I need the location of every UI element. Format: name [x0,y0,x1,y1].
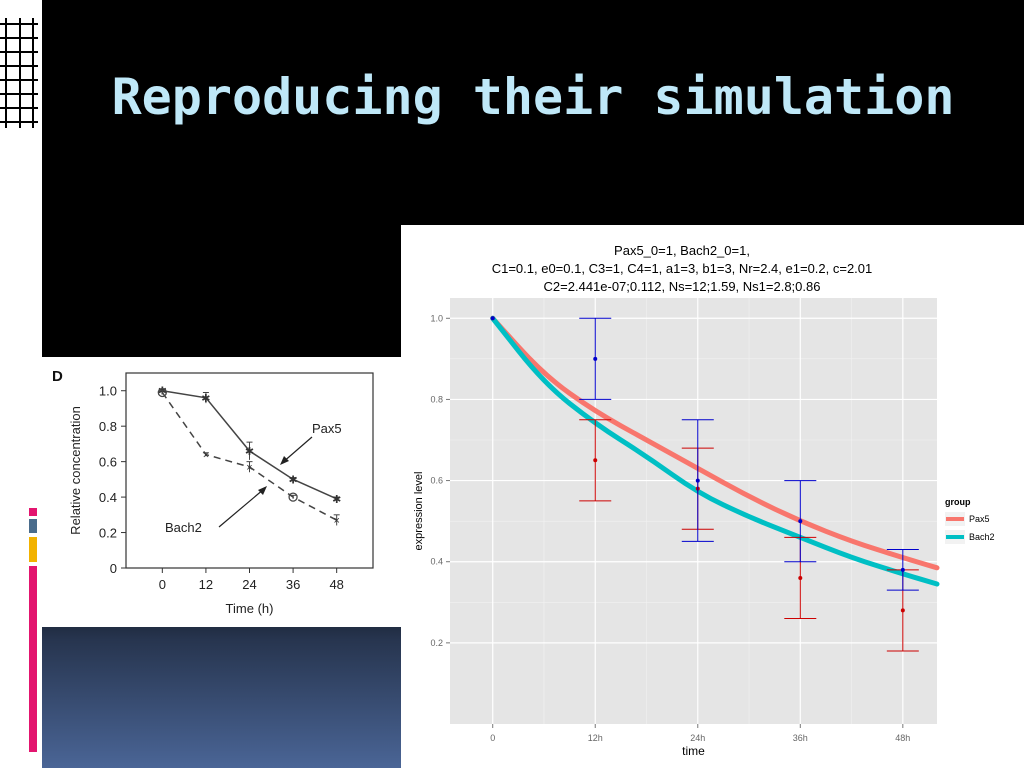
simulation-title-line: Pax5_0=1, Bach2_0=1, [614,243,750,258]
simulation-data-point [593,356,598,361]
figure-d-y-axis-label: Relative concentration [68,406,83,535]
figure-d-panel-label: D [52,368,63,385]
simulation-y-tick-label: 1.0 [430,313,443,323]
figure-d-y-tick-label: 1.0 [99,384,117,399]
figure-d-y-tick-label: 0.4 [99,490,117,505]
figure-d-point-bach2 [157,387,167,398]
figure-d-bach2-arrow [218,488,265,528]
simulation-data-point [695,478,700,483]
simulation-data-point [900,567,905,572]
simulation-data-point [798,519,803,524]
figure-d-point-pax5: ✱ [332,494,341,506]
simulation-chart: Pax5_0=1, Bach2_0=1, C1=0.1, e0=0.1, C3=1… [413,243,995,758]
figure-d-y-tick-label: 0.6 [99,455,117,470]
simulation-x-tick-label: 12h [588,733,603,743]
simulation-y-axis-label: expression level [413,472,425,551]
simulation-x-tick-label: 36h [793,733,808,743]
figure-d-x-tick-label: 12 [199,577,213,592]
figure-d-pax5-annotation: Pax5 [312,421,342,436]
figure-d-point-bach2: × [246,462,252,474]
figure-d-x-tick-label: 48 [329,577,343,592]
left-margin-strip [0,0,42,768]
simulation-legend-label-bach2: Bach2 [969,532,995,542]
simulation-x-tick-label: 48h [895,733,910,743]
simulation-y-tick-label: 0.2 [430,638,443,648]
figure-d-x-axis-label: Time (h) [226,601,274,616]
figure-d-x-tick-label: 24 [242,577,256,592]
decorative-lines-icon [0,18,38,128]
simulation-legend-label-pax5: Pax5 [969,514,990,524]
simulation-data-point [798,575,803,580]
figure-d-y-tick-label: 0.8 [99,419,117,434]
simulation-data-point [900,608,905,613]
figure-d-point-pax5: ✱ [201,393,210,405]
simulation-legend-title: group [945,497,971,507]
figure-d-point-bach2: × [203,450,209,462]
simulation-plot-panel: Pax5_0=1, Bach2_0=1, C1=0.1, e0=0.1, C3=1… [401,225,1024,768]
simulation-y-tick-label: 0.6 [430,476,443,486]
figure-d-pax5-arrowhead [280,456,289,465]
accent-bar-1 [29,508,37,516]
simulation-x-tick-label: 0 [490,733,495,743]
figure-d-point-pax5: ✱ [288,474,297,486]
simulation-x-axis-label: time [682,744,705,758]
figure-d-y-tick-label: 0 [110,561,117,576]
simulation-data-point [490,316,495,321]
simulation-y-tick-label: 0.8 [430,394,443,404]
figure-d-bach2-arrowhead [258,486,267,495]
figure-d-bach2-annotation: Bach2 [165,520,202,535]
slide-title: Reproducing their simulation [111,68,955,126]
simulation-title-line: C1=0.1, e0=0.1, C3=1, C4=1, a1=3, b1=3, … [492,261,873,276]
figure-d-pax5-arrow [281,436,313,464]
simulation-x-tick-label: 24h [690,733,705,743]
figure-d-panel: D 0 0.2 0.4 0.6 0.8 1.0 0 12 24 36 48 Time (h) Relati… [42,357,404,627]
simulation-title-line: C2=2.441e-07;0.112, Ns=12;1.59, Ns1=2.8;… [544,279,821,294]
accent-bar-3 [29,537,37,562]
figure-d-point-bach2 [288,492,298,502]
figure-d-y-tick-label: 0.2 [99,526,117,541]
figure-d-x-tick-label: 36 [286,577,300,592]
accent-bar-2 [29,519,37,533]
figure-d-point-pax5: ✱ [245,446,254,458]
simulation-data-point [593,458,598,463]
accent-bar-4 [29,566,37,752]
simulation-y-tick-label: 0.4 [430,557,443,567]
figure-d-x-tick-label: 0 [159,577,166,592]
simulation-plot-background [450,298,937,724]
figure-d-point-bach2: × [333,515,339,527]
figure-d-chart: D 0 0.2 0.4 0.6 0.8 1.0 0 12 24 36 48 Time (h) Relati… [52,368,374,616]
